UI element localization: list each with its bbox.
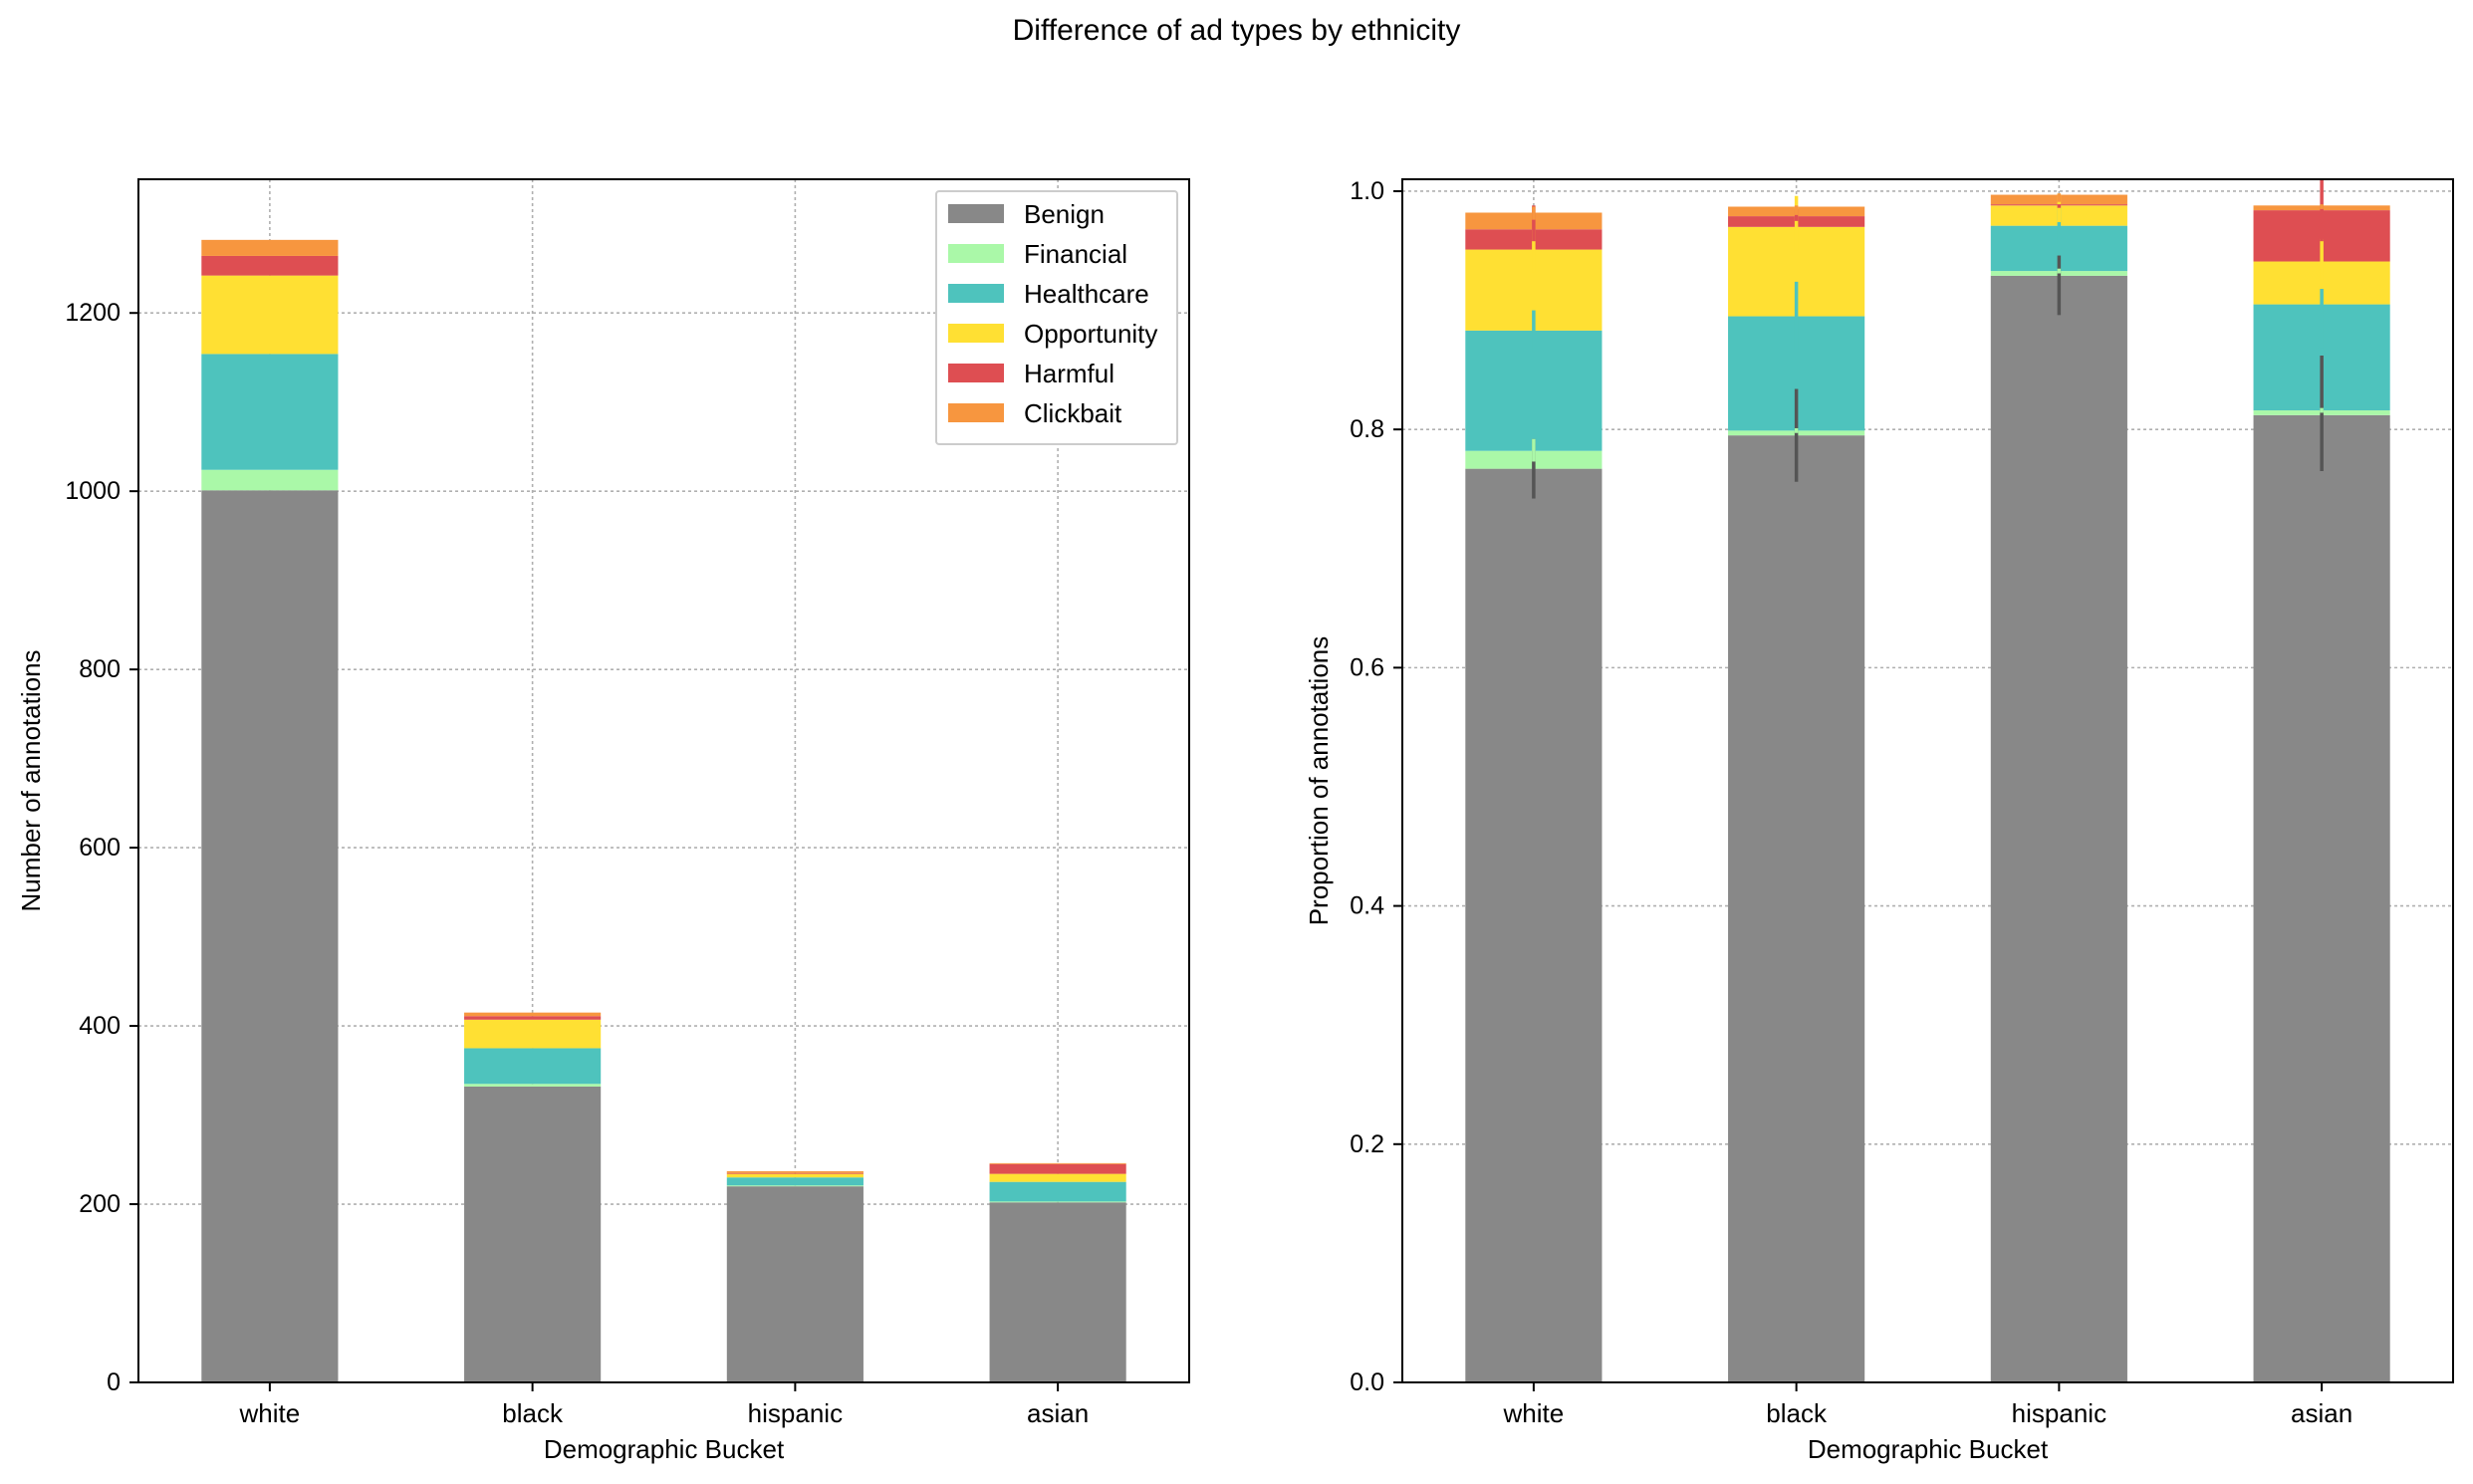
chart1-legend-swatch-benign — [948, 204, 1004, 223]
chart1-plot: 0 200 400 600 800 1000 1200 white black hispanic a… — [16, 178, 1190, 1464]
chart2-x-tick-label-black: black — [1766, 1398, 1828, 1428]
chart2-y-tick-label: 0.2 — [1350, 1130, 1384, 1158]
chart1-bar-harmful-asian — [989, 1163, 1126, 1174]
chart1-y-tick-label: 1000 — [65, 477, 121, 505]
chart2-bar-benign-hispanic — [1990, 275, 2127, 1383]
chart1-bar-clickbait-black — [464, 1012, 602, 1017]
chart1-bar-benign-white — [201, 490, 339, 1382]
chart1-x-tick-label-asian: asian — [1027, 1398, 1089, 1428]
chart1-y-tick-label: 0 — [107, 1368, 121, 1396]
chart1-bar-financial-black — [464, 1084, 602, 1087]
chart1-bar-harmful-hispanic — [726, 1172, 864, 1174]
chart1-bar-benign-asian — [989, 1202, 1126, 1382]
chart2-x-tick-label-white: white — [1503, 1398, 1565, 1428]
chart1-x-tick-label-white: white — [239, 1398, 301, 1428]
chart2-x-axis-label: Demographic Bucket — [1808, 1434, 2049, 1464]
chart2-bar-benign-white — [1465, 468, 1603, 1382]
chart1-bar-clickbait-asian — [989, 1162, 1126, 1164]
chart2-x-tick-label-asian: asian — [2291, 1398, 2352, 1428]
chart1-bar-opportunity-white — [201, 275, 339, 355]
chart1-legend-swatch-healthcare — [948, 284, 1004, 303]
chart1-y-tick-label: 600 — [79, 834, 121, 862]
chart2-y-tick-label: 0.4 — [1350, 892, 1384, 920]
chart1-bar-harmful-white — [201, 255, 339, 276]
chart1-legend-label-harmful: Harmful — [1024, 359, 1114, 388]
chart2-y-tick-label: 1.0 — [1350, 177, 1384, 205]
chart1-x-axis-label: Demographic Bucket — [544, 1434, 785, 1464]
chart1-bar-opportunity-asian — [989, 1173, 1126, 1182]
chart1-y-tick-label: 1200 — [65, 299, 121, 327]
chart1-legend-swatch-opportunity — [948, 324, 1004, 343]
chart1-legend-swatch-financial — [948, 244, 1004, 263]
chart1-bar-benign-black — [464, 1086, 602, 1382]
chart1-legend-swatch-harmful — [948, 364, 1004, 382]
chart2-y-tick-label: 0.6 — [1350, 653, 1384, 681]
chart2-plot: 0.0 0.2 0.4 0.6 0.8 1.0 white black hispanic asia… — [1304, 177, 2454, 1464]
figure-title: Difference of ad types by ethnicity — [1012, 14, 1461, 47]
chart1-axes-frame — [137, 178, 1190, 1383]
chart1-legend-label-benign: Benign — [1024, 199, 1105, 229]
chart1-bar-financial-white — [201, 469, 339, 491]
chart1-bar-healthcare-black — [464, 1048, 602, 1085]
chart1-y-tick-label: 200 — [79, 1190, 121, 1218]
chart1-legend-label-healthcare: Healthcare — [1024, 279, 1149, 309]
chart1-bar-clickbait-hispanic — [726, 1170, 864, 1173]
chart1-bar-financial-asian — [989, 1201, 1126, 1203]
chart1-bar-financial-hispanic — [726, 1185, 864, 1187]
chart1-y-tick-label: 400 — [79, 1012, 121, 1040]
chart1-legend-label-financial: Financial — [1024, 239, 1127, 269]
chart1-legend: Benign Financial Healthcare Opportunity Harm… — [935, 190, 1178, 445]
chart1-y-tick-label: 800 — [79, 655, 121, 683]
chart1-bar-benign-hispanic — [726, 1186, 864, 1382]
chart2-bar-benign-asian — [2253, 414, 2390, 1383]
chart1-bar-healthcare-hispanic — [726, 1177, 864, 1186]
chart2-y-tick-label: 0.0 — [1350, 1368, 1384, 1396]
chart1-bar-clickbait-white — [201, 239, 339, 256]
chart1-legend-label-opportunity: Opportunity — [1024, 319, 1157, 349]
chart1-bar-harmful-black — [464, 1016, 602, 1020]
chart1-bar-opportunity-hispanic — [726, 1173, 864, 1178]
chart1-y-axis-label: Number of annotations — [16, 649, 46, 911]
chart1-bar-healthcare-asian — [989, 1181, 1126, 1202]
chart1-legend-label-clickbait: Clickbait — [1024, 398, 1122, 428]
chart1-legend-swatch-clickbait — [948, 403, 1004, 422]
chart1-bar-healthcare-white — [201, 354, 339, 470]
chart2-axes-frame — [1401, 178, 2454, 1383]
chart2-y-axis-label: Proportion of annotations — [1304, 636, 1334, 926]
chart1-x-tick-label-hispanic: hispanic — [748, 1398, 843, 1428]
chart1-x-tick-label-black: black — [502, 1398, 564, 1428]
chart2-x-tick-label-hispanic: hispanic — [2012, 1398, 2106, 1428]
chart1-bar-opportunity-black — [464, 1019, 602, 1049]
chart2-bar-benign-black — [1728, 435, 1865, 1382]
chart2-y-tick-label: 0.8 — [1350, 415, 1384, 443]
